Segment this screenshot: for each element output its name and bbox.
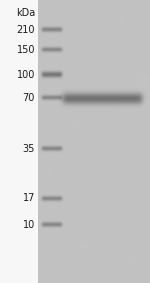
Text: 150: 150 bbox=[16, 44, 35, 55]
Text: 210: 210 bbox=[16, 25, 35, 35]
Text: 35: 35 bbox=[23, 143, 35, 154]
Text: kDa: kDa bbox=[16, 8, 35, 18]
Text: 100: 100 bbox=[17, 70, 35, 80]
Text: 17: 17 bbox=[23, 193, 35, 203]
Text: 70: 70 bbox=[23, 93, 35, 103]
Text: 10: 10 bbox=[23, 220, 35, 230]
